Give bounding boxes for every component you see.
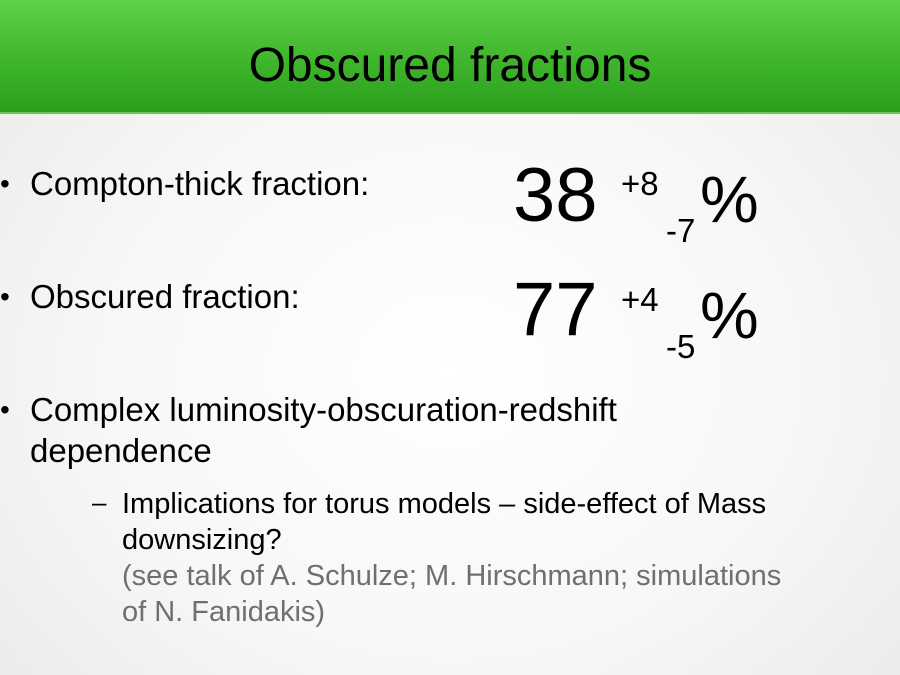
- bullet-icon: •: [0, 394, 10, 425]
- value-upper-error: +8: [621, 165, 659, 202]
- sub-bullet-line1: Implications for torus models – side-eff…: [122, 488, 767, 520]
- value-upper-error: +4: [621, 281, 659, 318]
- bullet-label: Compton-thick fraction:: [30, 165, 370, 202]
- bullet-label: Obscured fraction:: [30, 278, 300, 315]
- value-unit: %: [700, 278, 759, 352]
- bullet-text-line1: Complex luminosity-obscuration-redshift: [30, 391, 617, 428]
- slide-title: Obscured fractions: [248, 39, 652, 92]
- value-lower-error: -7: [666, 212, 696, 249]
- reference-note-line1: (see talk of A. Schulze; M. Hirschmann; …: [122, 560, 782, 592]
- value-number: 77: [513, 267, 598, 352]
- value-lower-error: -5: [666, 328, 696, 365]
- dash-icon: –: [92, 487, 107, 517]
- title-bar: Obscured fractions: [0, 0, 900, 114]
- value-unit: %: [700, 162, 759, 236]
- bullet-icon: •: [0, 281, 10, 312]
- reference-note-line2: of N. Fanidakis): [122, 596, 326, 628]
- bullet-text-line2: dependence: [30, 432, 212, 469]
- sub-bullet-line2: downsizing?: [122, 524, 282, 556]
- value-number: 38: [513, 153, 598, 238]
- sub-bullet-text: Implications for torus models – side-eff…: [122, 486, 862, 630]
- bullet-icon: •: [0, 168, 10, 199]
